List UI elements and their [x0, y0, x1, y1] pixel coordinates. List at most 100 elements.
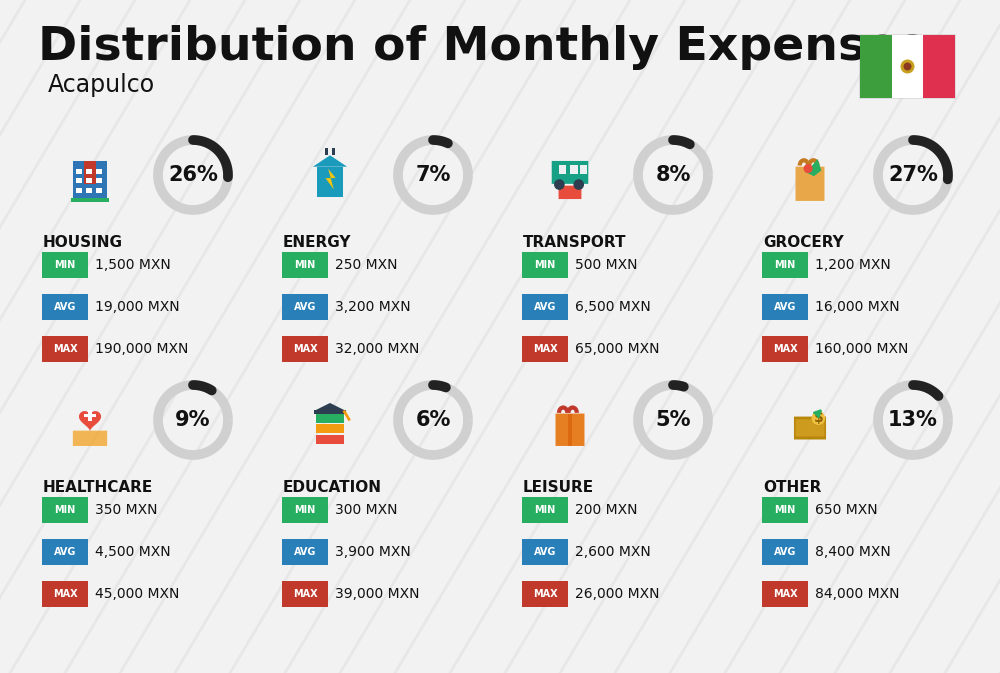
- FancyBboxPatch shape: [73, 161, 107, 199]
- Text: MIN: MIN: [534, 260, 556, 270]
- FancyBboxPatch shape: [892, 35, 923, 98]
- Text: 1,200 MXN: 1,200 MXN: [815, 258, 891, 272]
- FancyBboxPatch shape: [71, 199, 109, 202]
- Text: MIN: MIN: [774, 260, 796, 270]
- FancyBboxPatch shape: [762, 539, 808, 565]
- Text: AVG: AVG: [774, 547, 796, 557]
- FancyBboxPatch shape: [522, 581, 568, 607]
- FancyBboxPatch shape: [762, 294, 808, 320]
- FancyBboxPatch shape: [762, 252, 808, 278]
- Text: Distribution of Monthly Expenses: Distribution of Monthly Expenses: [38, 25, 926, 70]
- Text: 65,000 MXN: 65,000 MXN: [575, 342, 660, 356]
- Text: HOUSING: HOUSING: [43, 235, 123, 250]
- Text: HEALTHCARE: HEALTHCARE: [43, 480, 153, 495]
- Text: MAX: MAX: [53, 589, 77, 599]
- Text: MIN: MIN: [54, 260, 76, 270]
- FancyBboxPatch shape: [42, 539, 88, 565]
- FancyBboxPatch shape: [580, 165, 587, 174]
- Text: MIN: MIN: [294, 260, 316, 270]
- FancyBboxPatch shape: [316, 435, 344, 444]
- FancyBboxPatch shape: [325, 149, 328, 155]
- Text: 26,000 MXN: 26,000 MXN: [575, 587, 660, 601]
- FancyBboxPatch shape: [84, 414, 96, 417]
- FancyBboxPatch shape: [859, 34, 956, 99]
- Text: AVG: AVG: [54, 302, 76, 312]
- Polygon shape: [79, 411, 101, 431]
- Text: 6%: 6%: [415, 410, 451, 430]
- Text: 6,500 MXN: 6,500 MXN: [575, 300, 651, 314]
- Text: MAX: MAX: [773, 344, 797, 354]
- Text: EDUCATION: EDUCATION: [283, 480, 382, 495]
- Polygon shape: [806, 159, 821, 176]
- Text: 3,200 MXN: 3,200 MXN: [335, 300, 411, 314]
- Text: AVG: AVG: [534, 302, 556, 312]
- Text: MIN: MIN: [54, 505, 76, 515]
- FancyBboxPatch shape: [84, 161, 96, 184]
- Text: 1,500 MXN: 1,500 MXN: [95, 258, 171, 272]
- Text: OTHER: OTHER: [763, 480, 821, 495]
- FancyBboxPatch shape: [76, 169, 82, 174]
- Text: 32,000 MXN: 32,000 MXN: [335, 342, 419, 356]
- Text: 19,000 MXN: 19,000 MXN: [95, 300, 180, 314]
- FancyBboxPatch shape: [86, 178, 92, 183]
- Text: AVG: AVG: [294, 302, 316, 312]
- Text: 7%: 7%: [415, 165, 451, 185]
- Circle shape: [900, 59, 914, 73]
- FancyBboxPatch shape: [76, 188, 82, 192]
- FancyBboxPatch shape: [96, 188, 102, 192]
- FancyBboxPatch shape: [282, 294, 328, 320]
- Text: MIN: MIN: [534, 505, 556, 515]
- FancyBboxPatch shape: [76, 178, 82, 183]
- Text: 5%: 5%: [655, 410, 691, 430]
- FancyBboxPatch shape: [522, 294, 568, 320]
- Text: 39,000 MXN: 39,000 MXN: [335, 587, 420, 601]
- FancyBboxPatch shape: [96, 178, 102, 183]
- Text: MAX: MAX: [533, 344, 557, 354]
- FancyBboxPatch shape: [522, 497, 568, 523]
- Text: MAX: MAX: [293, 589, 317, 599]
- FancyBboxPatch shape: [796, 167, 824, 201]
- Text: 45,000 MXN: 45,000 MXN: [95, 587, 179, 601]
- Circle shape: [812, 411, 825, 425]
- FancyBboxPatch shape: [316, 413, 344, 423]
- Circle shape: [554, 179, 565, 190]
- Text: MAX: MAX: [773, 589, 797, 599]
- Text: MAX: MAX: [53, 344, 77, 354]
- FancyBboxPatch shape: [86, 188, 92, 192]
- Text: LEISURE: LEISURE: [523, 480, 594, 495]
- Text: 8,400 MXN: 8,400 MXN: [815, 545, 891, 559]
- Polygon shape: [315, 403, 345, 411]
- FancyBboxPatch shape: [282, 336, 328, 362]
- Text: MAX: MAX: [533, 589, 557, 599]
- FancyBboxPatch shape: [282, 497, 328, 523]
- Text: 190,000 MXN: 190,000 MXN: [95, 342, 188, 356]
- FancyBboxPatch shape: [556, 414, 584, 446]
- FancyBboxPatch shape: [559, 186, 581, 199]
- FancyBboxPatch shape: [316, 424, 344, 433]
- Text: 200 MXN: 200 MXN: [575, 503, 638, 517]
- Text: 160,000 MXN: 160,000 MXN: [815, 342, 908, 356]
- FancyBboxPatch shape: [568, 414, 572, 446]
- Text: 84,000 MXN: 84,000 MXN: [815, 587, 900, 601]
- FancyBboxPatch shape: [317, 167, 343, 197]
- FancyBboxPatch shape: [762, 581, 808, 607]
- FancyBboxPatch shape: [42, 581, 88, 607]
- Text: 500 MXN: 500 MXN: [575, 258, 638, 272]
- Text: AVG: AVG: [774, 302, 796, 312]
- FancyBboxPatch shape: [42, 294, 88, 320]
- Text: ENERGY: ENERGY: [283, 235, 352, 250]
- FancyBboxPatch shape: [282, 252, 328, 278]
- FancyBboxPatch shape: [860, 35, 892, 98]
- Text: 650 MXN: 650 MXN: [815, 503, 878, 517]
- Text: 26%: 26%: [168, 165, 218, 185]
- FancyBboxPatch shape: [86, 169, 92, 174]
- Text: 350 MXN: 350 MXN: [95, 503, 158, 517]
- FancyBboxPatch shape: [282, 581, 328, 607]
- Text: 4,500 MXN: 4,500 MXN: [95, 545, 171, 559]
- Text: 2,600 MXN: 2,600 MXN: [575, 545, 651, 559]
- Text: 8%: 8%: [655, 165, 691, 185]
- Text: 9%: 9%: [175, 410, 211, 430]
- Text: TRANSPORT: TRANSPORT: [523, 235, 626, 250]
- FancyBboxPatch shape: [42, 252, 88, 278]
- FancyBboxPatch shape: [282, 539, 328, 565]
